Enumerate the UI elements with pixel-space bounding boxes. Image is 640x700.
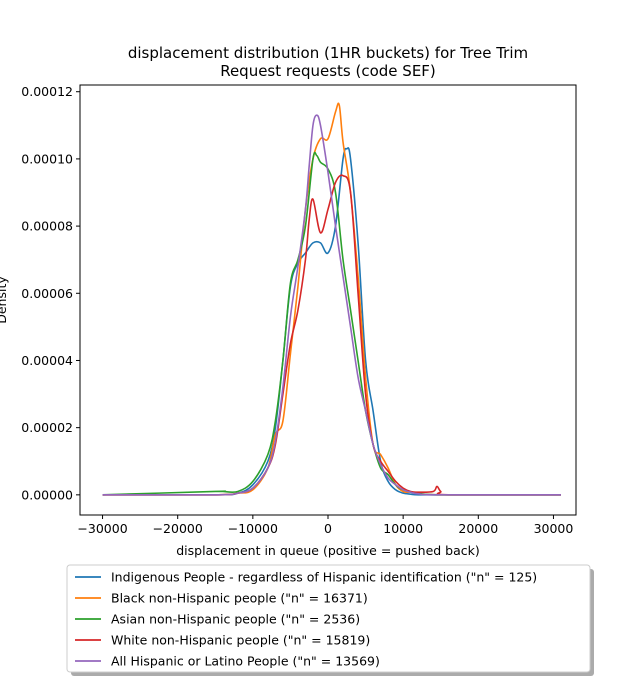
x-tick-label: 20000 [458, 521, 498, 536]
series-line-2 [102, 151, 561, 496]
x-tick-label: 0 [324, 521, 332, 536]
chart-title-line-1: displacement distribution (1HR buckets) … [128, 44, 528, 62]
y-axis-ticks: 0.00000 0.00002 0.00004 0.00006 0.00008 0.000… [21, 84, 80, 502]
y-tick-label: 0.00000 [21, 487, 73, 502]
y-tick-label: 0.00004 [21, 353, 73, 368]
y-tick-label: 0.00012 [21, 84, 73, 99]
series-line-1 [102, 102, 561, 496]
x-tick-label: −20000 [153, 521, 203, 536]
y-tick-label: 0.00010 [21, 151, 73, 166]
x-axis-label: displacement in queue (positive = pushed… [176, 543, 480, 558]
x-tick-label: 10000 [383, 521, 423, 536]
y-tick-label: 0.00002 [21, 420, 73, 435]
y-axis-label: Density [0, 276, 9, 324]
legend-label: All Hispanic or Latino People ("n" = 135… [111, 654, 380, 669]
legend-box [66, 564, 591, 673]
legend-label: Black non-Hispanic people ("n" = 16371) [111, 591, 368, 606]
chart-title-line-2: Request requests (code SEF) [220, 62, 436, 80]
y-tick-label: 0.00008 [21, 219, 73, 234]
x-tick-label: 30000 [534, 521, 574, 536]
series-lines [102, 102, 561, 496]
legend-label: Indigenous People - regardless of Hispan… [111, 570, 537, 585]
legend-items: Indigenous People - regardless of Hispan… [75, 570, 537, 669]
legend-label: White non-Hispanic people ("n" = 15819) [111, 633, 370, 648]
x-tick-label: −10000 [228, 521, 278, 536]
series-line-4 [102, 114, 561, 496]
y-tick-label: 0.00006 [21, 286, 73, 301]
x-axis-ticks: −30000 −20000 −10000 0 10000 20000 30000 [77, 515, 573, 536]
plot-area [79, 84, 577, 516]
legend-label: Asian non-Hispanic people ("n" = 2536) [111, 612, 360, 627]
x-tick-label: −30000 [77, 521, 127, 536]
legend: Indigenous People - regardless of Hispan… [66, 564, 594, 676]
